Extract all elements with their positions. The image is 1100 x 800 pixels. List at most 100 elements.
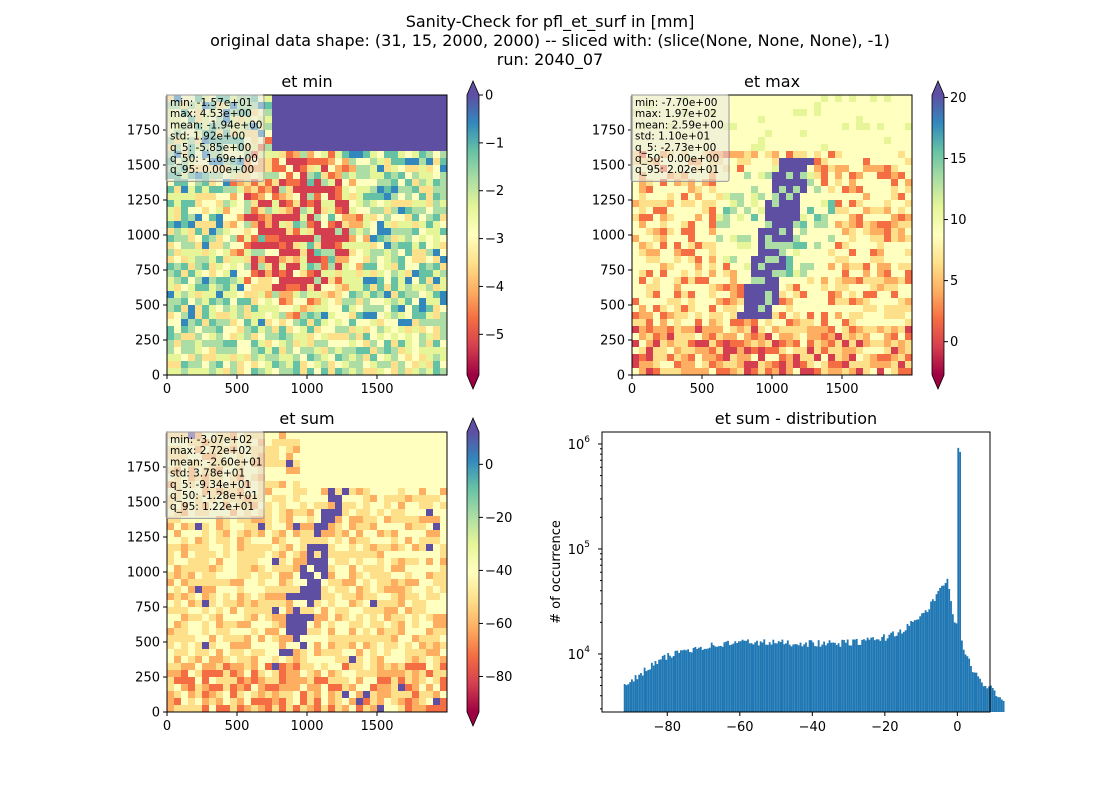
- panel2-heatmap-cell: [709, 347, 717, 355]
- panel3-heatmap-cell: [202, 516, 210, 524]
- panel2-heatmap-cell: [646, 298, 654, 306]
- panel1-heatmap-cell: [349, 235, 357, 243]
- panel1-heatmap-cell: [293, 158, 301, 166]
- panel1-heatmap-cell: [307, 109, 315, 117]
- panel1-heatmap-cell: [335, 207, 343, 215]
- panel1-heatmap-cell: [265, 361, 273, 369]
- panel3-heatmap-cell: [412, 649, 420, 657]
- panel1-heatmap-cell: [363, 151, 371, 159]
- panel1-heatmap-cell: [363, 109, 371, 117]
- panel1-heatmap-cell: [272, 186, 280, 194]
- panel3-heatmap-cell: [384, 439, 392, 447]
- panel3-heatmap-cell: [237, 677, 245, 685]
- panel1-heatmap-cell: [188, 291, 196, 299]
- panel3-heatmap-cell: [321, 537, 329, 545]
- panel3-heatmap-cell: [440, 474, 448, 482]
- panel3-heatmap-cell: [391, 579, 399, 587]
- panel1-heatmap-cell: [279, 291, 287, 299]
- panel1-heatmap-cell: [349, 284, 357, 292]
- panel2-heatmap-cell: [905, 291, 913, 299]
- panel2-heatmap-cell: [632, 305, 640, 313]
- panel2-heatmap-cell: [737, 270, 745, 278]
- panel1-heatmap-cell: [286, 172, 294, 180]
- panel1-heatmap-cell: [209, 263, 217, 271]
- panel1-heatmap-cell: [377, 172, 385, 180]
- panel2-heatmap-cell: [632, 368, 640, 376]
- panel2-heatmap-cell: [828, 249, 836, 257]
- panel3-heatmap-cell: [307, 446, 315, 454]
- panel3-heatmap-cell: [342, 642, 350, 650]
- panel3-heatmap-cell: [398, 628, 406, 636]
- panel2-heatmap-cell: [737, 242, 745, 250]
- panel1-heatmap-cell: [209, 270, 217, 278]
- panel1-heatmap-cell: [440, 270, 448, 278]
- panel3-heatmap-cell: [286, 635, 294, 643]
- panel2-heatmap-cell: [814, 186, 822, 194]
- histogram-bar: [649, 669, 651, 712]
- panel1-heatmap-cell: [405, 256, 413, 264]
- panel2-heatmap-cell: [814, 137, 822, 145]
- panel2-heatmap-cell: [681, 186, 689, 194]
- panel3-heatmap-cell: [328, 600, 336, 608]
- panel3-heatmap-cell: [195, 677, 203, 685]
- panel3-heatmap-cell: [286, 516, 294, 524]
- panel3-heatmap-cell: [349, 502, 357, 510]
- panel2-heatmap-cell: [807, 137, 815, 145]
- panel1-heatmap-cell: [398, 361, 406, 369]
- panel1-heatmap-cell: [279, 144, 287, 152]
- panel3-heatmap-cell: [363, 579, 371, 587]
- panel2-heatmap-cell: [730, 123, 738, 131]
- panel2-heatmap-cell: [695, 368, 703, 376]
- panel2-heatmap-cell: [744, 144, 752, 152]
- panel1-heatmap-cell: [188, 221, 196, 229]
- panel2-heatmap-cell: [723, 326, 731, 334]
- panel2-heatmap-cell: [814, 361, 822, 369]
- panel3-heatmap-cell: [195, 565, 203, 573]
- panel3-heatmap-cell: [279, 677, 287, 685]
- panel3-heatmap-cell: [377, 621, 385, 629]
- panel1-heatmap-cell: [181, 270, 189, 278]
- panel3-heatmap-cell: [300, 551, 308, 559]
- panel2-heatmap-cell: [835, 130, 843, 138]
- panel1-heatmap-cell: [377, 319, 385, 327]
- panel2-heatmap-cell: [695, 291, 703, 299]
- panel2-heatmap-cell: [786, 102, 794, 110]
- panel1-heatmap-cell: [258, 347, 266, 355]
- panel3-heatmap-cell: [363, 593, 371, 601]
- panel1-heatmap-cell: [398, 109, 406, 117]
- panel2-heatmap-cell: [856, 221, 864, 229]
- panel3-heatmap-cell: [216, 544, 224, 552]
- panel3-heatmap-cell: [412, 635, 420, 643]
- panel1-heatmap-cell: [426, 319, 434, 327]
- panel1-heatmap-cell: [335, 263, 343, 271]
- panel1-heatmap-cell: [258, 298, 266, 306]
- panel1-heatmap-cell: [181, 277, 189, 285]
- panel1-heatmap-cell: [356, 221, 364, 229]
- panel2-heatmap-cell: [709, 312, 717, 320]
- panel3-heatmap-cell: [223, 628, 231, 636]
- panel1-heatmap-cell: [174, 333, 182, 341]
- panel3-heatmap-cell: [398, 565, 406, 573]
- panel2-heatmap-cell: [905, 123, 913, 131]
- panel3-heatmap-cell: [300, 663, 308, 671]
- panel3-heatmap-cell: [230, 572, 238, 580]
- panel1-heatmap-cell: [405, 214, 413, 222]
- panel3-heatmap-cell: [202, 544, 210, 552]
- panel1-heatmap-cell: [349, 361, 357, 369]
- panel3-heatmap-cell: [426, 628, 434, 636]
- panel3-ytick-label: 1000: [127, 566, 160, 581]
- panel1-heatmap-cell: [202, 200, 210, 208]
- panel3-heatmap-cell: [384, 453, 392, 461]
- panel3-heatmap-cell: [412, 698, 420, 706]
- panel2-heatmap-cell: [870, 270, 878, 278]
- panel2-heatmap-cell: [793, 284, 801, 292]
- panel2-heatmap-cell: [632, 200, 640, 208]
- panel1-heatmap-cell: [279, 193, 287, 201]
- panel3-heatmap-cell: [405, 705, 413, 713]
- panel2-heatmap-cell: [814, 200, 822, 208]
- panel3-heatmap-cell: [258, 530, 266, 538]
- panel2-heatmap-cell: [891, 340, 899, 348]
- panel1-heatmap-cell: [265, 102, 273, 110]
- panel2-heatmap-cell: [639, 249, 647, 257]
- panel3-heatmap-cell: [293, 586, 301, 594]
